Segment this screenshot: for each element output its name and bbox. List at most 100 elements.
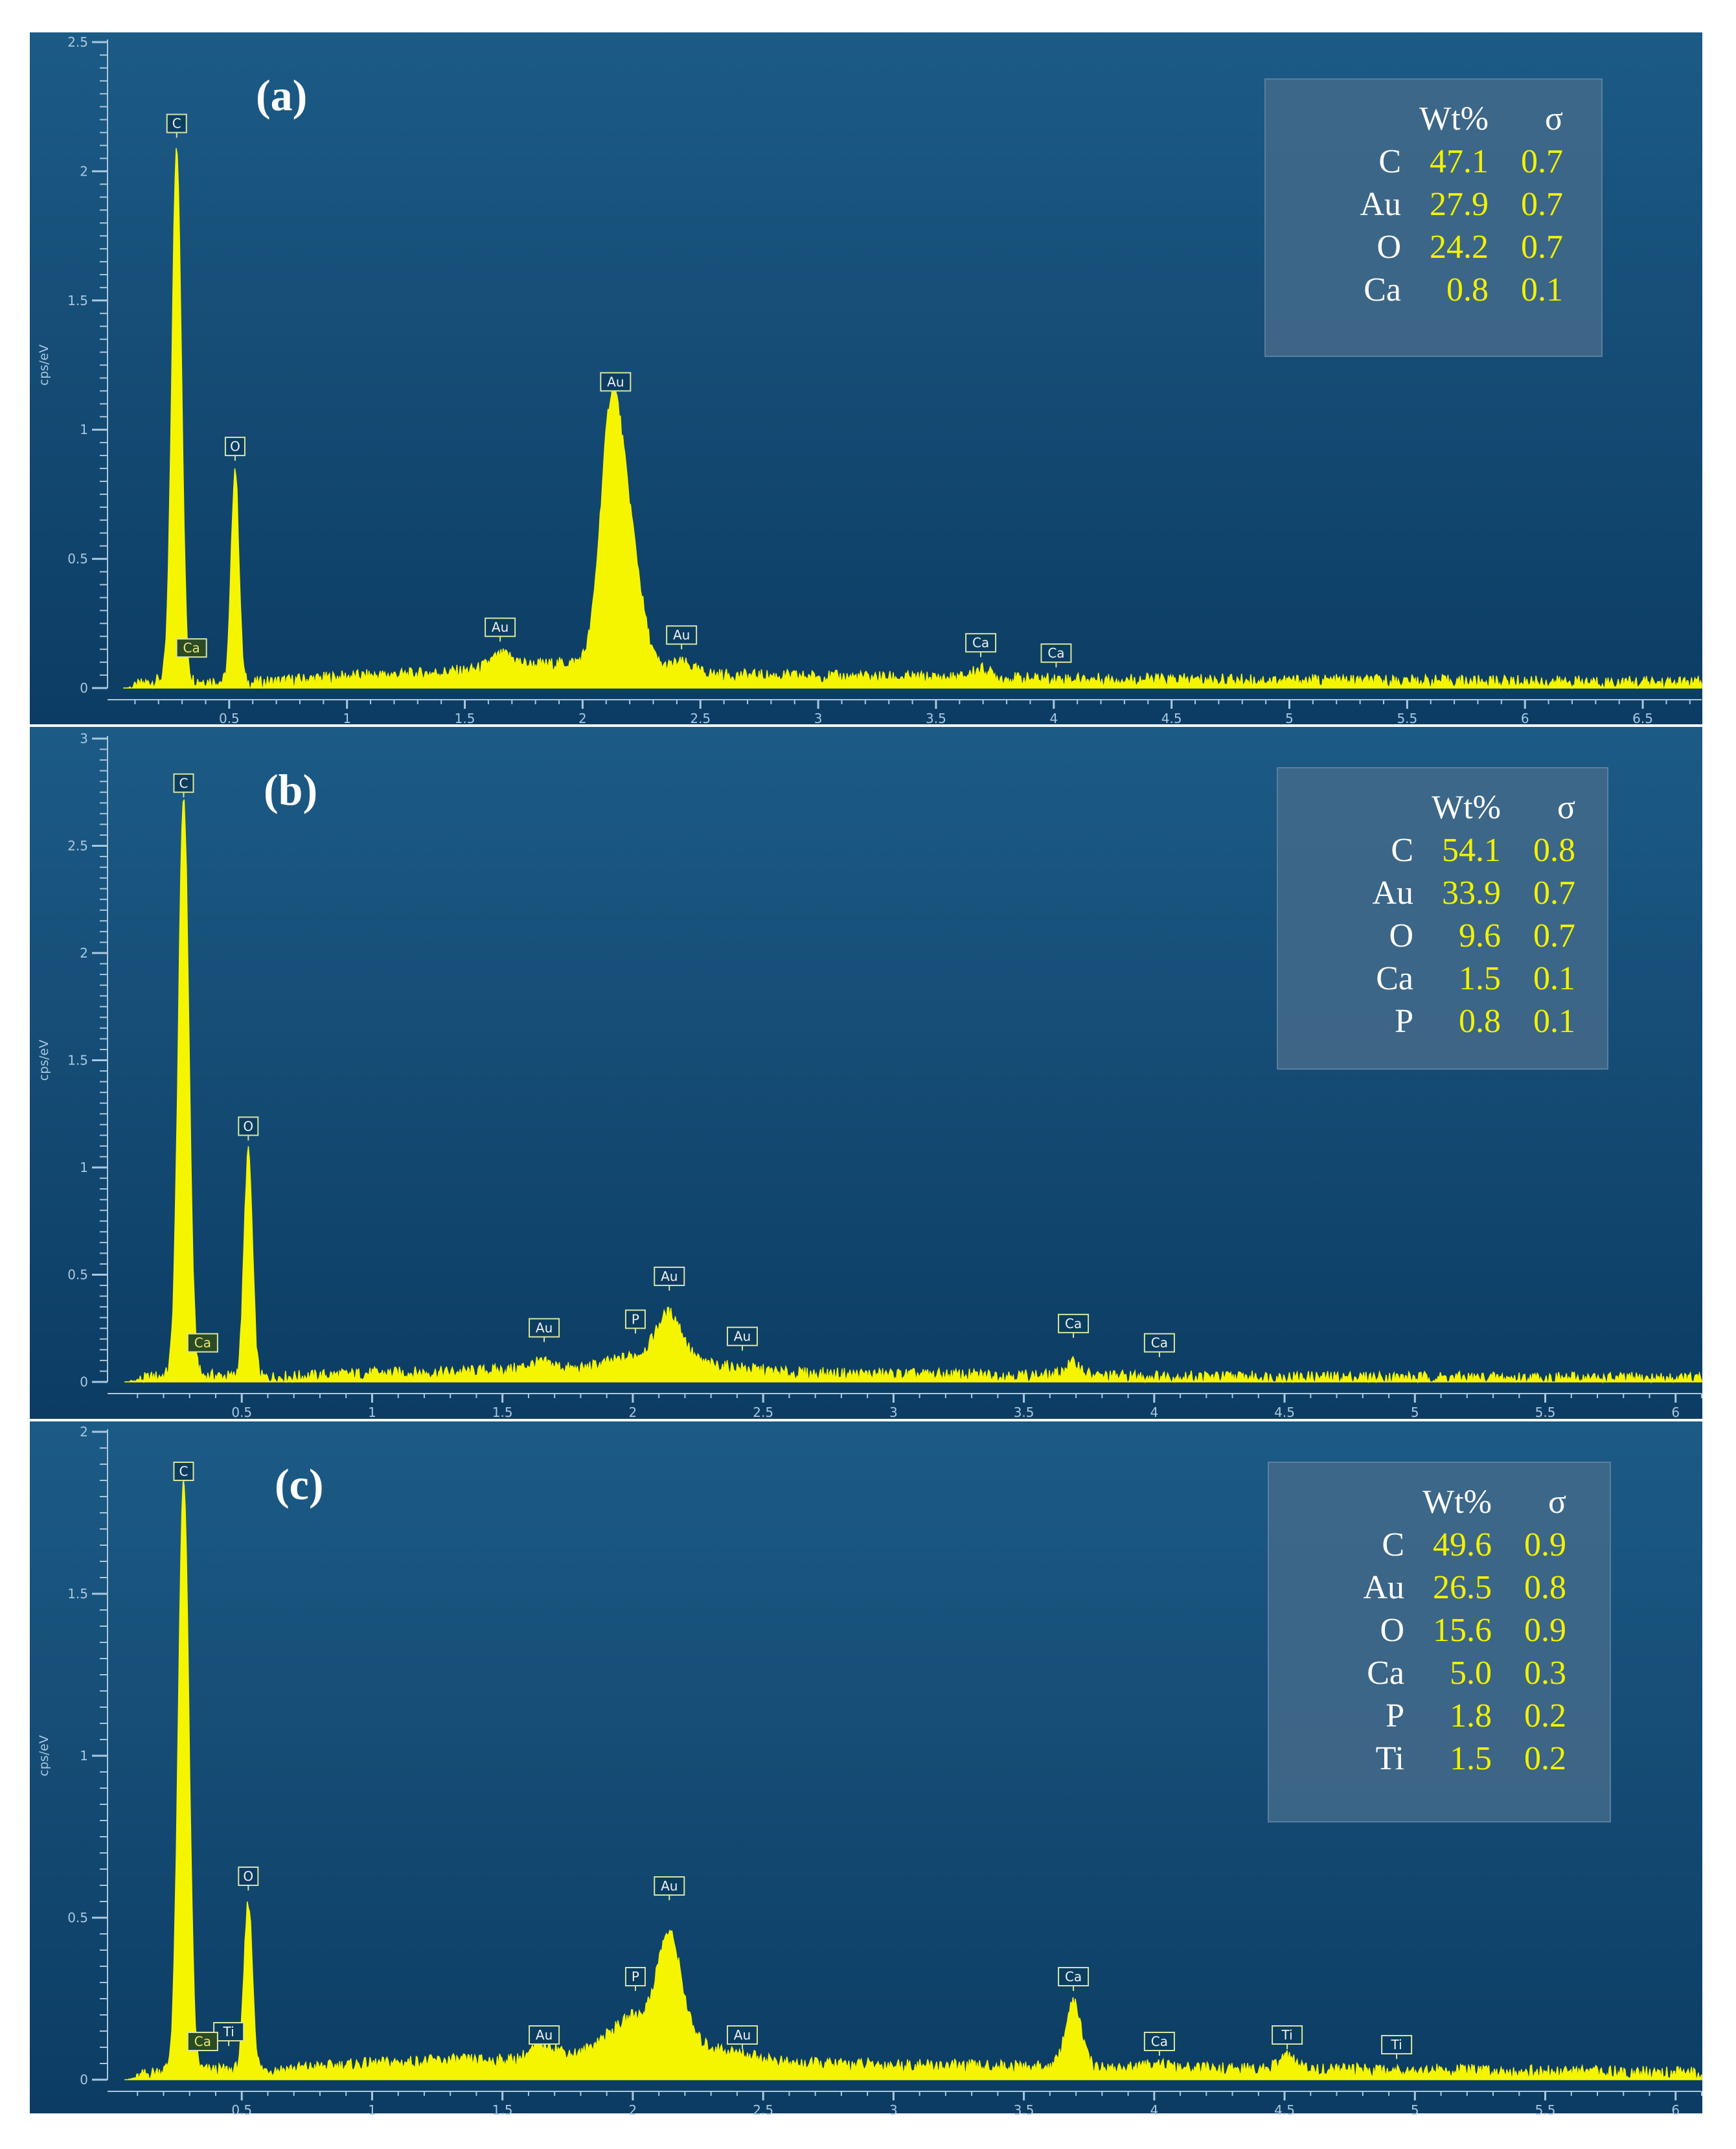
legend-element: Ti xyxy=(1376,1740,1404,1777)
chart-panel-c: 0 0.5 1 1.5 2 cps/eV 0.5 1 1.5 2 2.5 3 3.5 4 4.5 5 5.5 6 C… xyxy=(30,1421,1702,2118)
y-tick-label: 0.5 xyxy=(67,551,88,567)
x-tick-label: 2 xyxy=(629,1405,637,1420)
y-tick-label: 1.5 xyxy=(67,293,88,308)
legend-sigma-value: 0.2 xyxy=(1524,1697,1566,1734)
peak-label-box xyxy=(529,1318,560,1338)
legend-box xyxy=(1268,1462,1611,1822)
chart-panel-a: 0 0.5 1 1.5 2 2.5 cps/eV 0.5 1 1.5 2 2.5 3 3.5 4 4.5 5 5.… xyxy=(30,32,1702,726)
legend-element: O xyxy=(1389,917,1413,954)
legend-sigma-value: 0.7 xyxy=(1521,229,1563,266)
peak-label-text: Ca xyxy=(183,640,200,656)
peak-label: Au xyxy=(529,2025,560,2049)
y-tick-label: 1 xyxy=(80,1748,88,1764)
x-tick-label: 6 xyxy=(1521,711,1529,726)
legend-element: C xyxy=(1378,143,1401,180)
peak-label: P xyxy=(624,1967,646,1991)
peak-label-text: C xyxy=(179,776,188,791)
peak-label: Ti xyxy=(1381,2035,1413,2059)
peak-label: Ca xyxy=(187,1333,218,1353)
x-tick-label: 5.5 xyxy=(1397,711,1417,726)
x-tick-label: 5.5 xyxy=(1535,2102,1556,2118)
x-tick-label: 3.5 xyxy=(1014,1405,1034,1420)
composition-legend: Wt% σ C 47.1 0.7 Au 27.9 0.7 O 24.2 0.7 Ca 0.8 0.1 xyxy=(1264,78,1603,357)
peak-label-text: Ca xyxy=(194,1335,211,1351)
peak-label: O xyxy=(238,1116,259,1141)
peak-label: O xyxy=(238,1867,259,1890)
legend-element: Ca xyxy=(1376,960,1413,997)
peak-label-text: Au xyxy=(673,627,690,643)
x-tick-label: 3 xyxy=(814,711,823,726)
y-tick-label: 2 xyxy=(80,945,88,961)
y-axis-label: cps/eV xyxy=(37,1040,51,1081)
peak-label: Ca xyxy=(1143,1333,1175,1357)
y-tick-label: 0.5 xyxy=(67,1267,88,1283)
legend-sigma-value: 0.7 xyxy=(1533,875,1575,912)
y-tick-label: 2 xyxy=(80,163,88,179)
peak-label: Ca xyxy=(1040,643,1072,668)
x-tick-label: 0.5 xyxy=(231,1405,252,1420)
peak-label-box xyxy=(187,1333,218,1353)
legend-element: O xyxy=(1380,1612,1404,1649)
legend-row: C 47.1 0.7 xyxy=(1378,143,1563,180)
peak-label: Ca xyxy=(1058,1313,1090,1338)
x-tick-label: 5.5 xyxy=(1535,1405,1556,1420)
legend-wt-value: 1.8 xyxy=(1450,1697,1492,1734)
legend-sigma-value: 0.3 xyxy=(1524,1655,1566,1692)
legend-header-sigma: σ xyxy=(1557,789,1575,826)
y-tick-label: 1 xyxy=(80,1160,88,1175)
x-tick-label: 0.5 xyxy=(231,2102,252,2118)
legend-wt-value: 33.9 xyxy=(1442,875,1501,912)
panel-label: (b) xyxy=(264,765,317,814)
peak-label-text: Ca xyxy=(1151,2034,1168,2049)
x-tick-label: 4 xyxy=(1150,1405,1158,1420)
peak-label-box xyxy=(965,633,997,653)
x-tick-label: 2.5 xyxy=(753,2102,773,2118)
x-tick-label: 3 xyxy=(889,2102,898,2118)
x-tick-label: 1.5 xyxy=(492,2102,513,2118)
y-tick-label: 2 xyxy=(80,1424,88,1440)
peak-label: Au xyxy=(726,2025,758,2049)
legend-sigma-value: 0.8 xyxy=(1524,1569,1566,1606)
legend-sigma-value: 0.1 xyxy=(1533,1003,1575,1040)
legend-wt-value: 9.6 xyxy=(1459,917,1501,954)
legend-row: Au 33.9 0.7 xyxy=(1372,875,1575,912)
legend-wt-value: 26.5 xyxy=(1433,1569,1492,1606)
legend-sigma-value: 0.9 xyxy=(1524,1526,1566,1563)
legend-wt-value: 15.6 xyxy=(1433,1612,1492,1649)
peak-label-text: O xyxy=(243,1118,253,1134)
legend-row: P 0.8 0.1 xyxy=(1395,1003,1575,1040)
spectrum-series xyxy=(124,799,1702,1384)
legend-row: Ca 0.8 0.1 xyxy=(1364,271,1563,308)
y-tick-label: 1.5 xyxy=(67,1586,88,1602)
peak-label-text: P xyxy=(632,1311,639,1327)
peak-label: Au xyxy=(654,1267,685,1291)
y-axis-label: cps/eV xyxy=(37,345,51,386)
x-tick-label: 4.5 xyxy=(1274,2102,1295,2118)
peak-label-box xyxy=(726,1326,758,1346)
legend-header-sigma: σ xyxy=(1545,100,1563,137)
x-tick-label: 4 xyxy=(1049,711,1058,726)
legend-element: Au xyxy=(1360,186,1401,223)
y-tick-label: 1.5 xyxy=(67,1053,88,1068)
peak-label-text: Au xyxy=(536,2027,553,2043)
y-axis-label: cps/eV xyxy=(37,1735,51,1776)
legend-element: Ca xyxy=(1367,1655,1404,1692)
peak-label-text: C xyxy=(179,1464,188,1479)
legend-sigma-value: 0.2 xyxy=(1524,1740,1566,1777)
y-tick-label: 0.5 xyxy=(67,1910,88,1925)
legend-sigma-value: 0.1 xyxy=(1521,271,1563,308)
peak-label-box xyxy=(1143,2032,1175,2051)
peak-label: Au xyxy=(654,1876,685,1900)
x-tick-label: 0.5 xyxy=(219,711,240,726)
legend-element: P xyxy=(1386,1697,1404,1734)
peak-label: Ca xyxy=(965,633,997,658)
peak-label-text: Au xyxy=(492,619,508,635)
peak-label-text: Ca xyxy=(972,635,989,650)
x-tick-label: 4.5 xyxy=(1274,1405,1295,1420)
peak-label-box xyxy=(1143,1333,1175,1353)
legend-element: O xyxy=(1376,229,1401,266)
peak-label-text: Ca xyxy=(1065,1969,1082,1984)
legend-wt-value: 27.9 xyxy=(1430,186,1489,223)
y-tick-label: 0 xyxy=(80,2072,88,2087)
